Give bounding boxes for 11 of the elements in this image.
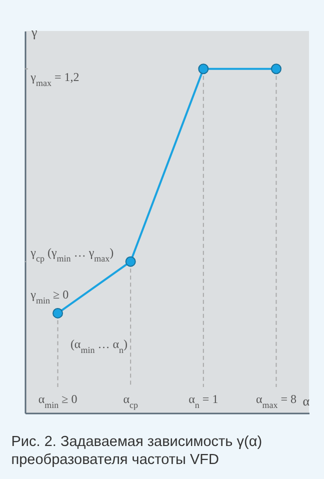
annotation: γ$_{cp}$ (γ$_{min}$ … γ$_{max}$) [30,246,114,264]
annotation: (α$_{min}$ … α$_{n}$) [70,337,128,356]
x-tick-label: α$_{cp}$ [123,392,138,410]
y-axis-title: γ [30,24,38,40]
x-tick-label: α$_{n}$ = 1 [188,392,218,410]
text: Рис. 2. Задаваемая зависимость γ(α) преобразователя частоты VFD [11,434,262,468]
x-tick-label: α$_{max}$ = 8 [256,392,297,410]
annotation: γ$_{max}$ = 1,2 [30,70,80,88]
x-tick-label: α$_{min}$ ≥ 0 [38,392,78,410]
x-axis-title: α [302,394,310,408]
annotation: γ$_{min}$ ≥ 0 [30,288,69,306]
